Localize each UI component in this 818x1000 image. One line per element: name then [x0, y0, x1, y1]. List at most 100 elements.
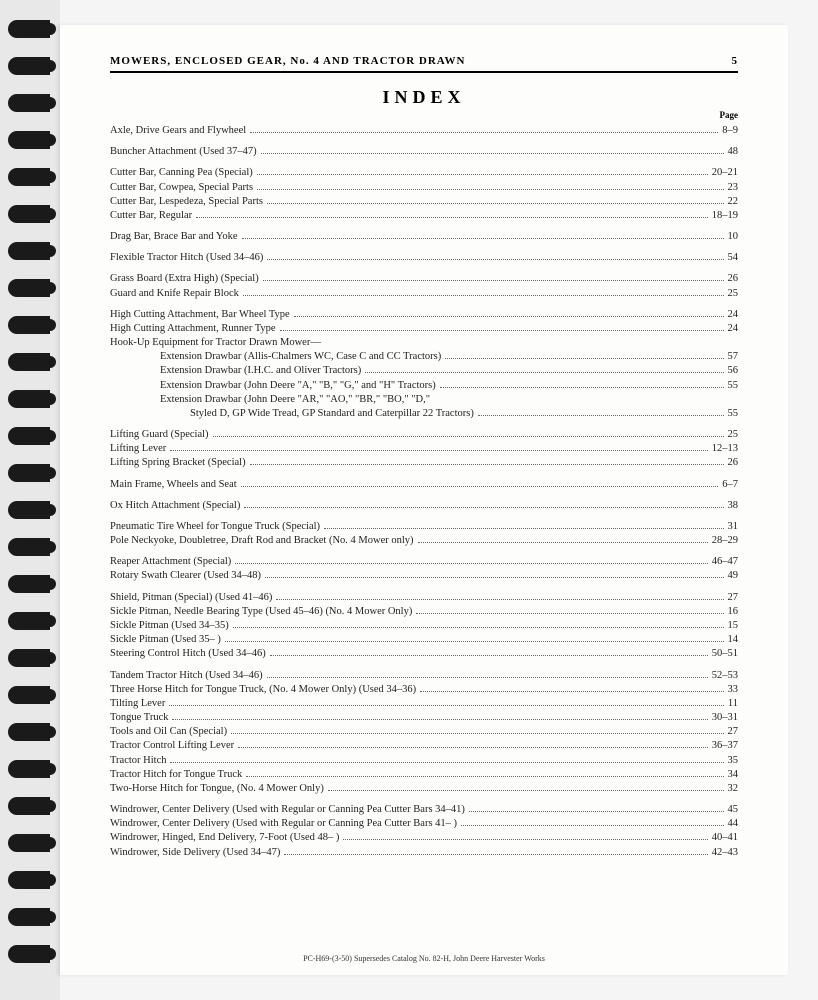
entry-page: 50–51 — [712, 647, 738, 661]
index-group: Buncher Attachment (Used 37–47)48 — [110, 145, 738, 159]
index-group: Main Frame, Wheels and Seat6–7 — [110, 478, 738, 492]
leader-dots — [250, 464, 724, 465]
entry-text: Ox Hitch Attachment (Special) — [110, 499, 240, 513]
entry-text: Lifting Spring Bracket (Special) — [110, 456, 246, 470]
index-entry: Three Horse Hitch for Tongue Truck, (No.… — [110, 683, 738, 697]
index-entry: Drag Bar, Brace Bar and Yoke10 — [110, 230, 738, 244]
index-group: Grass Board (Extra High) (Special)26Guar… — [110, 272, 738, 300]
index-entry: Sickle Pitman, Needle Bearing Type (Used… — [110, 605, 738, 619]
entry-text: Sickle Pitman (Used 34–35) — [110, 619, 229, 633]
entry-page: 20–21 — [712, 166, 738, 180]
entry-page: 42–43 — [712, 846, 738, 860]
entry-page: 25 — [728, 287, 739, 301]
entry-page: 33 — [728, 683, 739, 697]
entry-text: Windrower, Hinged, End Delivery, 7-Foot … — [110, 831, 339, 845]
manual-page: MOWERS, ENCLOSED GEAR, No. 4 AND TRACTOR… — [60, 25, 788, 975]
leader-dots — [213, 436, 724, 437]
index-group: Shield, Pitman (Special) (Used 41–46)27S… — [110, 591, 738, 662]
index-entry: Windrower, Center Delivery (Used with Re… — [110, 803, 738, 817]
entry-page: 27 — [728, 725, 739, 739]
index-entry: Pole Neckyoke, Doubletree, Draft Rod and… — [110, 534, 738, 548]
index-entry: Tilting Lever11 — [110, 697, 738, 711]
entry-page: 23 — [728, 181, 739, 195]
index-entry: Styled D, GP Wide Tread, GP Standard and… — [110, 407, 738, 421]
header-title: MOWERS, ENCLOSED GEAR, No. 4 AND TRACTOR… — [110, 55, 465, 67]
entry-text: Tongue Truck — [110, 711, 168, 725]
entry-text: Hook-Up Equipment for Tractor Drawn Mowe… — [110, 336, 321, 350]
index-group: Flexible Tractor Hitch (Used 34–46)54 — [110, 251, 738, 265]
leader-dots — [265, 577, 723, 578]
entry-page: 32 — [728, 782, 739, 796]
leader-dots — [244, 507, 723, 508]
entry-text: Windrower, Center Delivery (Used with Re… — [110, 803, 465, 817]
leader-dots — [416, 613, 723, 614]
entry-text: Three Horse Hitch for Tongue Truck, (No.… — [110, 683, 416, 697]
leader-dots — [280, 330, 724, 331]
leader-dots — [445, 358, 723, 359]
leader-dots — [365, 372, 723, 373]
leader-dots — [461, 825, 723, 826]
index-entry: Two-Horse Hitch for Tongue, (No. 4 Mower… — [110, 782, 738, 796]
leader-dots — [420, 691, 723, 692]
leader-dots — [170, 450, 707, 451]
entry-page: 40–41 — [712, 831, 738, 845]
entry-text: Tools and Oil Can (Special) — [110, 725, 227, 739]
index-entry: Cutter Bar, Regular 18–19 — [110, 209, 738, 223]
entry-text: Lifting Guard (Special) — [110, 428, 209, 442]
entry-text: Pneumatic Tire Wheel for Tongue Truck (S… — [110, 520, 320, 534]
entry-text: Guard and Knife Repair Block — [110, 287, 239, 301]
index-entries: Axle, Drive Gears and Flywheel8–9Buncher… — [110, 124, 738, 860]
entry-page: 27 — [728, 591, 739, 605]
entry-text: Cutter Bar, Canning Pea (Special) — [110, 166, 253, 180]
leader-dots — [440, 387, 724, 388]
index-entry: High Cutting Attachment, Bar Wheel Type2… — [110, 308, 738, 322]
index-entry: Tandem Tractor Hitch (Used 34–46)52–53 — [110, 669, 738, 683]
entry-page: 11 — [728, 697, 738, 711]
index-group: Lifting Guard (Special)25Lifting Lever12… — [110, 428, 738, 471]
leader-dots — [196, 217, 708, 218]
leader-dots — [343, 839, 707, 840]
page-footer: PC-H69-(3-50) Supersedes Catalog No. 82-… — [110, 954, 738, 963]
entry-text: Tractor Control Lifting Lever — [110, 739, 234, 753]
leader-dots — [284, 854, 707, 855]
leader-dots — [172, 719, 707, 720]
entry-page: 52–53 — [712, 669, 738, 683]
entry-text: Shield, Pitman (Special) (Used 41–46) — [110, 591, 272, 605]
page-header: MOWERS, ENCLOSED GEAR, No. 4 AND TRACTOR… — [110, 55, 738, 73]
leader-dots — [469, 811, 724, 812]
index-entry: Main Frame, Wheels and Seat6–7 — [110, 478, 738, 492]
entry-page: 57 — [728, 350, 739, 364]
entry-text: Cutter Bar, Lespedeza, Special Parts — [110, 195, 263, 209]
index-entry: Tractor Control Lifting Lever36–37 — [110, 739, 738, 753]
entry-text: High Cutting Attachment, Bar Wheel Type — [110, 308, 290, 322]
index-entry: Pneumatic Tire Wheel for Tongue Truck (S… — [110, 520, 738, 534]
index-entry: Tools and Oil Can (Special) 27 — [110, 725, 738, 739]
entry-page: 18–19 — [712, 209, 738, 223]
entry-page: 38 — [728, 499, 739, 513]
index-entry: Grass Board (Extra High) (Special)26 — [110, 272, 738, 286]
entry-text: Lifting Lever — [110, 442, 166, 456]
entry-text: Axle, Drive Gears and Flywheel — [110, 124, 246, 138]
leader-dots — [235, 563, 707, 564]
index-entry: Extension Drawbar (Allis-Chalmers WC, Ca… — [110, 350, 738, 364]
index-entry: Tongue Truck30–31 — [110, 711, 738, 725]
index-entry: Extension Drawbar (I.H.C. and Oliver Tra… — [110, 364, 738, 378]
entry-text: Cutter Bar, Regular — [110, 209, 192, 223]
entry-page: 22 — [728, 195, 739, 209]
entry-text: Extension Drawbar (I.H.C. and Oliver Tra… — [160, 364, 361, 378]
index-group: Cutter Bar, Canning Pea (Special)20–21Cu… — [110, 166, 738, 223]
entry-page: 48 — [728, 145, 739, 159]
index-entry: Extension Drawbar (John Deere "AR," "AO,… — [110, 393, 738, 407]
entry-text: High Cutting Attachment, Runner Type — [110, 322, 276, 336]
entry-page: 44 — [728, 817, 739, 831]
entry-page: 6–7 — [722, 478, 738, 492]
leader-dots — [242, 238, 724, 239]
entry-text: Two-Horse Hitch for Tongue, (No. 4 Mower… — [110, 782, 324, 796]
index-group: Pneumatic Tire Wheel for Tongue Truck (S… — [110, 520, 738, 548]
index-entry: Cutter Bar, Canning Pea (Special) 20–21 — [110, 166, 738, 180]
index-title: INDEX — [110, 87, 738, 108]
entry-text: Drag Bar, Brace Bar and Yoke — [110, 230, 238, 244]
index-entry: Buncher Attachment (Used 37–47)48 — [110, 145, 738, 159]
entry-text: Sickle Pitman (Used 35– ) — [110, 633, 221, 647]
index-entry: High Cutting Attachment, Runner Type24 — [110, 322, 738, 336]
